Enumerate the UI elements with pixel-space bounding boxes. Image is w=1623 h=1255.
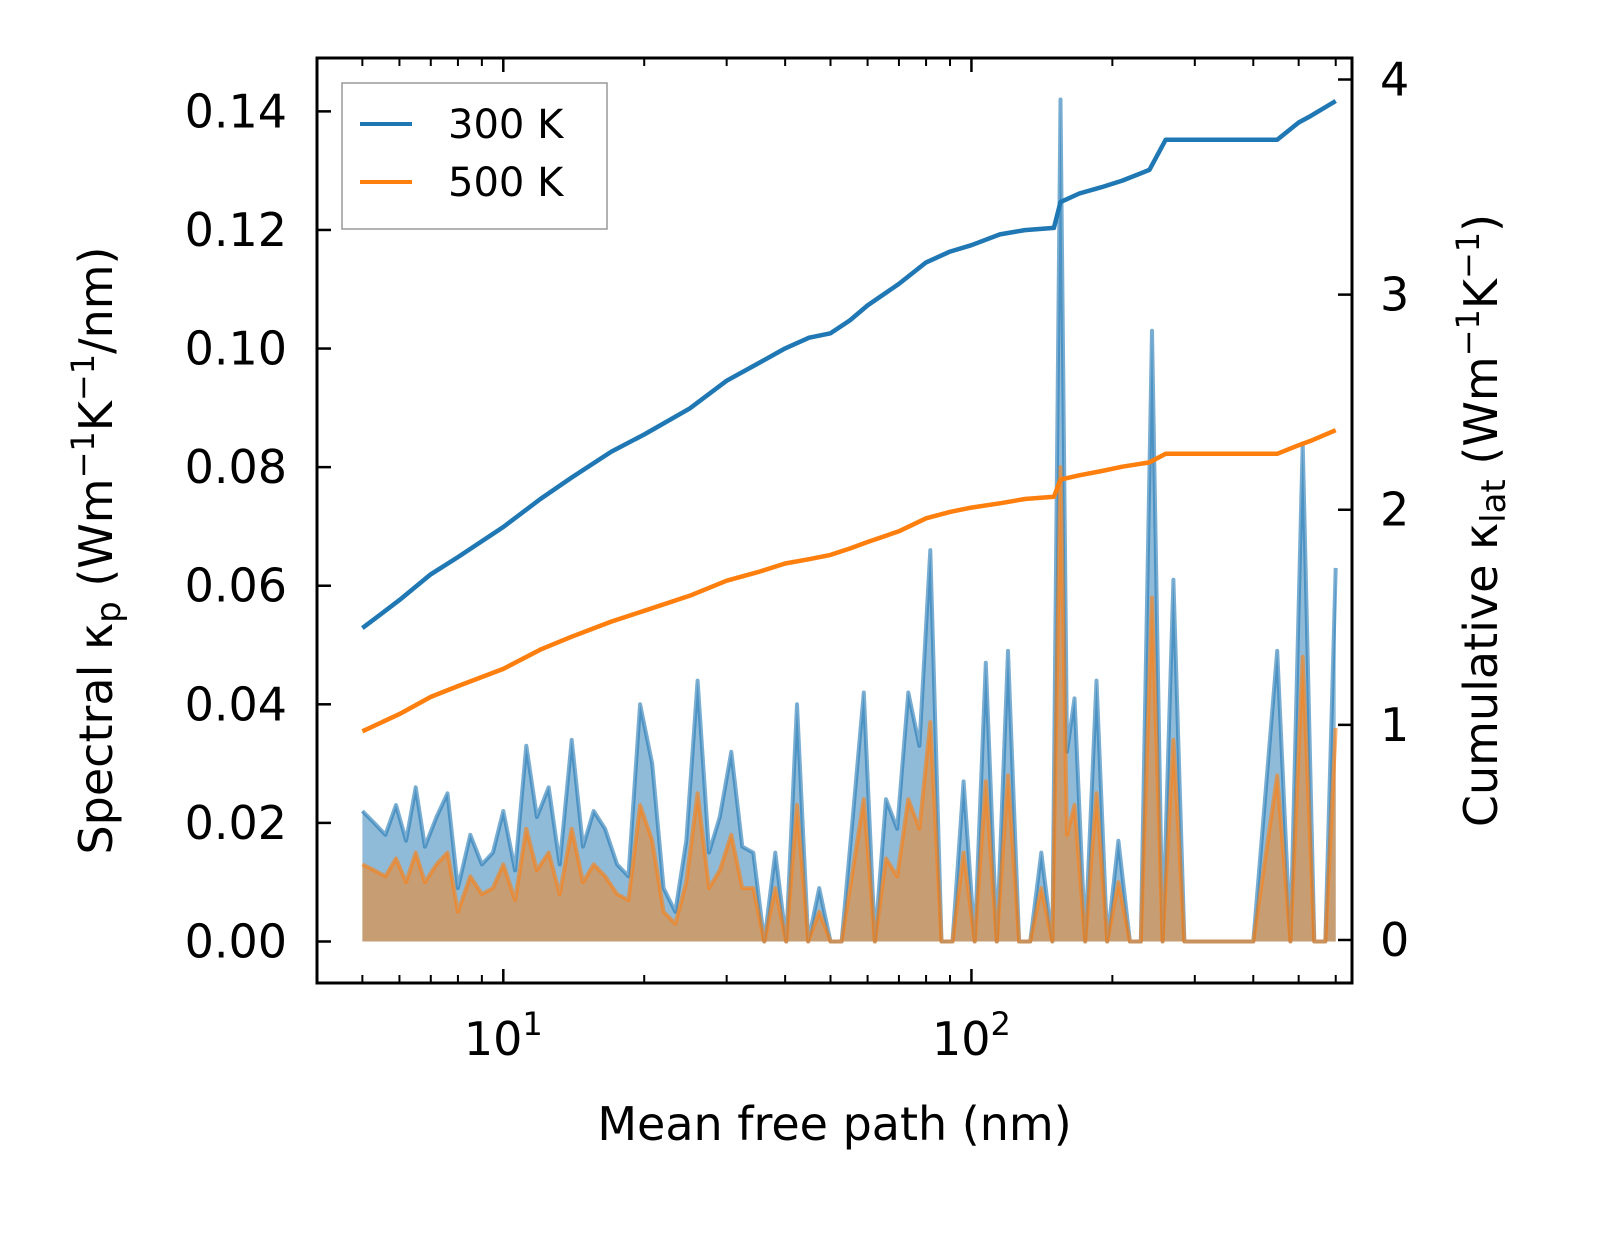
y-right-exp1: −1 xyxy=(1449,309,1487,356)
y-left-tick-label: 0.06 xyxy=(185,559,287,613)
x-tick-base: 10 xyxy=(932,1012,991,1066)
y-left-tick-label: 0.10 xyxy=(185,322,287,376)
tick-layer: 101 1020.000.020.040.060.080.100.120.1401… xyxy=(185,53,1410,1066)
y-axis-right-title: Cumulative κlat (Wm−1K−1) xyxy=(1449,214,1514,827)
y-right-tick-label: 4 xyxy=(1380,53,1409,107)
x-tick-label: 102 xyxy=(932,1005,1011,1066)
y-left-tick-label: 0.12 xyxy=(185,203,287,257)
y-right-units-close: ) xyxy=(1454,214,1508,232)
y-left-mid: K xyxy=(69,399,123,431)
y-left-units-close: /nm) xyxy=(69,246,123,353)
y-left-exp2: −1 xyxy=(64,354,102,401)
y-left-units-open: (Wm xyxy=(69,478,123,601)
y-right-exp2: −1 xyxy=(1449,232,1487,279)
y-right-base: Cumulative κ xyxy=(1454,523,1508,827)
legend: 300 K 500 K xyxy=(341,82,608,230)
legend-label-300k: 300 K xyxy=(448,102,565,148)
y-left-base: Spectral κ xyxy=(69,623,123,855)
y-axis-left-title: Spectral κp (Wm−1K−1/nm) xyxy=(64,246,129,854)
y-right-tick-label: 0 xyxy=(1380,913,1409,967)
x-tick-label: 101 xyxy=(464,1005,543,1066)
series-line-layer xyxy=(361,99,1337,734)
y-right-tick-label: 1 xyxy=(1380,698,1409,752)
y-right-tick-label: 2 xyxy=(1380,483,1409,537)
spectral-line-500k xyxy=(361,465,1338,944)
cumulative-line-300k xyxy=(361,99,1337,630)
spectral-fill-layer xyxy=(360,97,1338,944)
y-left-sub: p xyxy=(89,601,129,623)
legend-label-500k: 500 K xyxy=(448,160,565,206)
plot-frame xyxy=(315,56,1354,985)
legend-box xyxy=(341,82,608,230)
y-left-tick-label: 0.14 xyxy=(185,84,287,138)
y-left-tick-label: 0.04 xyxy=(185,677,287,731)
y-left-tick-label: 0.00 xyxy=(185,914,287,968)
y-right-units-open: (Wm xyxy=(1454,356,1508,479)
y-right-tick-label: 3 xyxy=(1380,268,1409,322)
x-tick-exp: 1 xyxy=(522,1005,542,1043)
y-left-exp1: −1 xyxy=(64,431,102,478)
y-left-tick-label: 0.02 xyxy=(185,796,287,850)
x-tick-exp: 2 xyxy=(991,1005,1011,1043)
y-left-tick-label: 0.08 xyxy=(185,440,287,494)
x-tick-base: 10 xyxy=(464,1012,523,1066)
x-axis-title: Mean free path (nm) xyxy=(597,1097,1071,1151)
y-right-mid: K xyxy=(1454,277,1508,309)
y-right-sub: lat xyxy=(1474,479,1514,523)
cumulative-line-500k xyxy=(361,428,1337,734)
